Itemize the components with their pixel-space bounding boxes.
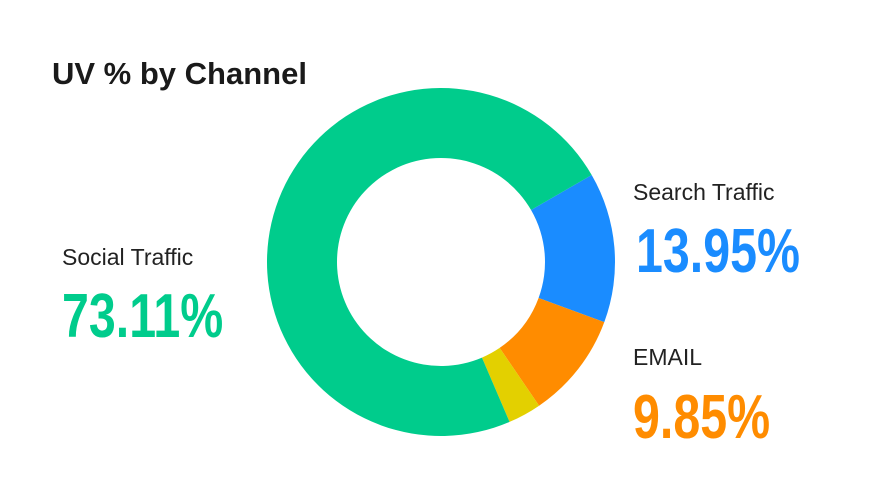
donut xyxy=(267,87,615,436)
category-label: Social Traffic xyxy=(62,244,193,270)
category-label: EMAIL xyxy=(633,344,702,370)
slice xyxy=(481,347,540,422)
category-label: Search Traffic xyxy=(633,179,774,205)
value-label: 73.11% xyxy=(62,281,223,350)
slice xyxy=(267,87,592,436)
labels: Search Traffic 13.95% EMAIL 9.85% Social Tra… xyxy=(62,179,800,451)
value-label: 13.95% xyxy=(636,216,800,285)
slice xyxy=(499,297,605,406)
value-label: 9.85% xyxy=(633,382,770,451)
chart-title: UV % by Channel xyxy=(52,56,307,91)
slice xyxy=(531,175,615,323)
